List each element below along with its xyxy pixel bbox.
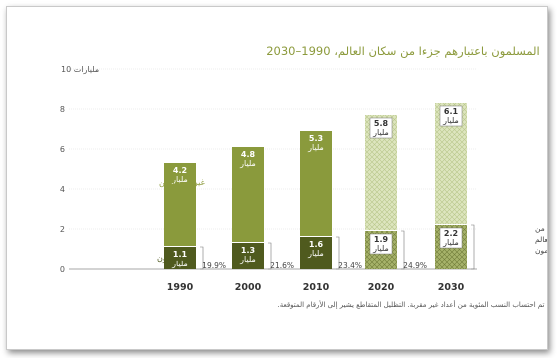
bar-non-muslim xyxy=(164,163,196,246)
chart-title: المسلمون باعتبارهم جزءا من سكان العالم، … xyxy=(266,44,540,59)
non-muslim-label-value: 5.8 xyxy=(374,119,389,128)
non-muslim-label-unit: مليار xyxy=(372,128,389,137)
muslim-label-box xyxy=(439,227,463,249)
bar-non-muslim xyxy=(300,131,332,236)
non-muslim-label-value: 4.2 xyxy=(173,166,187,175)
non-muslim-label-unit: مليار xyxy=(239,159,256,168)
bar-muslim xyxy=(300,237,332,269)
annotation-2030-line: 26.4% من xyxy=(535,224,547,233)
non-muslim-label-unit: مليار xyxy=(171,175,188,184)
series-label-muslim: المسلمون xyxy=(157,254,191,263)
x-tick-label: 2030 xyxy=(438,282,465,293)
muslim-label-unit: مليار xyxy=(171,259,188,268)
percent-bracket xyxy=(268,242,272,270)
non-muslim-label-value: 5.3 xyxy=(309,134,323,143)
percent-label: 21.6% xyxy=(270,261,294,270)
non-muslim-label-box xyxy=(369,117,393,139)
chart-frame: المسلمون باعتبارهم جزءا من سكان العالم، … xyxy=(6,6,548,350)
bar-muslim xyxy=(164,247,196,269)
muslim-label-value: 1.1 xyxy=(173,250,188,259)
x-tick-label: 2000 xyxy=(235,282,262,293)
percent-label: 19.9% xyxy=(202,261,226,270)
percent-label: 23.4% xyxy=(338,261,362,270)
muslim-label-value: 1.9 xyxy=(374,235,389,244)
y-tick-label: 0 xyxy=(60,265,65,274)
muslim-label-value: 1.6 xyxy=(309,240,324,249)
percent-bracket xyxy=(401,230,405,270)
x-tick-label: 1990 xyxy=(167,282,194,293)
bar-muslim xyxy=(232,243,264,269)
y-axis-label: 10 مليارات xyxy=(61,65,99,74)
series-label-non-muslim: غير المسلمين xyxy=(159,178,205,187)
y-tick-label: 8 xyxy=(60,105,65,114)
percent-bracket xyxy=(336,236,340,270)
x-tick-label: 2020 xyxy=(368,282,395,293)
muslim-label-unit: مليار xyxy=(239,255,256,264)
non-muslim-label-box xyxy=(439,105,463,127)
percent-label: 24.9% xyxy=(403,261,427,270)
annotation-2030-line: مسلمون xyxy=(535,246,547,255)
non-muslim-label-value: 4.8 xyxy=(241,150,256,159)
percent-bracket xyxy=(471,224,475,270)
percent-bracket xyxy=(200,246,204,270)
non-muslim-label-value: 6.1 xyxy=(444,107,459,116)
non-muslim-label-unit: مليار xyxy=(442,116,459,125)
chart-svg: المسلمون باعتبارهم جزءا من سكان العالم، … xyxy=(60,44,547,309)
muslim-label-box xyxy=(369,233,393,255)
non-muslim-label-unit: مليار xyxy=(307,143,324,152)
y-tick-label: 2 xyxy=(60,225,65,234)
muslim-label-value: 1.3 xyxy=(241,246,255,255)
x-tick-label: 2010 xyxy=(303,282,330,293)
grid-layer xyxy=(69,68,477,270)
annotation-2030-line: سكان العالم xyxy=(535,235,547,244)
muslim-label-unit: مليار xyxy=(442,238,459,247)
muslim-label-unit: مليار xyxy=(372,244,389,253)
footnote: تم احتساب النسب المئوية من أعداد غير مقر… xyxy=(277,300,544,309)
bar-non-muslim xyxy=(232,147,264,242)
muslim-label-unit: مليار xyxy=(307,249,324,258)
muslim-label-value: 2.2 xyxy=(444,229,458,238)
y-tick-label: 4 xyxy=(60,185,65,194)
y-tick-label: 6 xyxy=(60,145,65,154)
